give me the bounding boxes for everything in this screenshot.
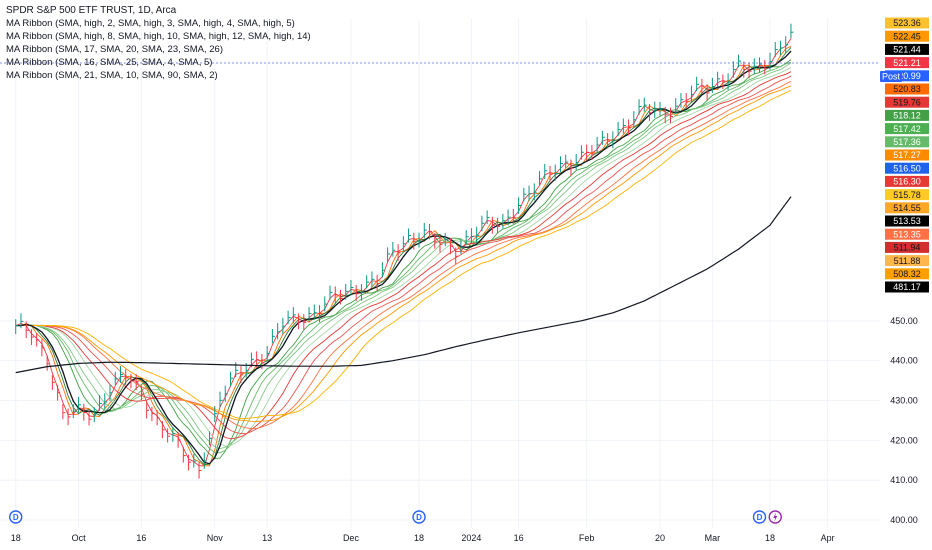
dividend-marker[interactable]: D — [9, 510, 23, 524]
svg-text:481.17: 481.17 — [893, 282, 921, 292]
ma-line-14 — [15, 50, 792, 465]
legend-ribbon-1[interactable]: MA Ribbon (SMA, high, 2, SMA, high, 3, S… — [6, 18, 295, 29]
price-badge: 513.53 — [885, 215, 929, 227]
ma-line-2 — [15, 45, 792, 467]
ma-line-10 — [15, 75, 792, 435]
price-badge: 521.21 — [885, 57, 929, 69]
svg-text:523.36: 523.36 — [893, 18, 921, 28]
price-badge: 520.99 — [885, 70, 929, 82]
svg-text:D: D — [416, 513, 422, 522]
x-tick-label: 18 — [11, 533, 21, 543]
price-badge: 522.45 — [885, 30, 929, 42]
ma-ribbon-lines — [15, 38, 792, 467]
svg-text:517.42: 517.42 — [893, 124, 921, 134]
legend-ribbon-3[interactable]: MA Ribbon (SMA, 17, SMA, 20, SMA, 23, SM… — [6, 44, 224, 55]
svg-text:517.36: 517.36 — [893, 137, 921, 147]
svg-text:513.53: 513.53 — [893, 216, 921, 226]
legend-ribbon-2[interactable]: MA Ribbon (SMA, high, 8, SMA, high, 10, … — [6, 31, 311, 42]
svg-text:518.12: 518.12 — [893, 111, 921, 121]
long-ma-path — [15, 196, 792, 374]
ma-line-11 — [15, 80, 792, 429]
x-axis[interactable]: 18 Oct 16 Nov 13 Dec 18 2024 16 Feb 20 Mar 18 Apr — [11, 533, 835, 543]
legend-title[interactable]: SPDR S&P 500 ETF TRUST, 1D, Arca — [6, 5, 177, 16]
price-badge: 517.42 — [885, 123, 929, 135]
grid-lines — [0, 18, 880, 528]
price-badge: 517.36 — [885, 136, 929, 148]
dividend-marker[interactable]: D — [752, 510, 767, 524]
price-badge: 518.12 — [885, 109, 929, 121]
svg-text:516.30: 516.30 — [893, 177, 921, 187]
long-ma-line — [0, 62, 880, 374]
y-tick-label: 430.00 — [890, 396, 918, 406]
price-badge: 511.94 — [885, 241, 929, 253]
ma-line-8 — [15, 67, 792, 447]
x-tick-label: Nov — [207, 533, 224, 543]
x-tick-label: Dec — [343, 533, 360, 543]
svg-text:515.78: 515.78 — [893, 190, 921, 200]
y-tick-label: 420.00 — [890, 435, 918, 445]
svg-text:520.83: 520.83 — [893, 84, 921, 94]
price-badge: 508.32 — [885, 268, 929, 280]
x-tick-label: 18 — [765, 533, 775, 543]
price-badge: 521.44 — [885, 43, 929, 55]
svg-text:519.76: 519.76 — [893, 97, 921, 107]
x-tick-label: Oct — [72, 533, 87, 543]
y-tick-label: 450.00 — [890, 316, 918, 326]
svg-text:522.45: 522.45 — [893, 31, 921, 41]
earnings-marker-icon[interactable] — [768, 510, 782, 524]
svg-text:508.32: 508.32 — [893, 269, 921, 279]
price-badge: 519.76 — [885, 96, 929, 108]
price-badge: 513.35 — [885, 228, 929, 240]
price-badge: 511.88 — [885, 255, 929, 267]
x-tick-label: 2024 — [461, 533, 481, 543]
x-tick-label: 18 — [414, 533, 424, 543]
legend-ribbon-4[interactable]: MA Ribbon (SMA, 16, SMA, 25, SMA, 4, SMA… — [6, 57, 213, 68]
x-tick-label: Mar — [705, 533, 721, 543]
ma-line-6 — [15, 61, 792, 454]
svg-text:511.88: 511.88 — [894, 256, 921, 266]
svg-text:511.94: 511.94 — [894, 243, 921, 253]
price-badge: 481.17 — [885, 281, 929, 293]
price-badge: 515.78 — [885, 189, 929, 201]
y-tick-label: 440.00 — [890, 356, 918, 366]
ma-line-12 — [15, 85, 792, 422]
chart-legend: SPDR S&P 500 ETF TRUST, 1D, Arca MA Ribb… — [6, 4, 311, 82]
price-badge: 516.30 — [885, 175, 929, 187]
price-badge: 517.27 — [885, 149, 929, 161]
svg-text:516.50: 516.50 — [893, 163, 921, 173]
y-axis[interactable]: 400.00 410.00 420.00 430.00 440.00 450.00 523.… — [880, 17, 929, 526]
svg-text:Post: Post — [882, 72, 901, 82]
legend-ribbon-5[interactable]: MA Ribbon (SMA, 21, SMA, 10, SMA, 90, SM… — [6, 70, 218, 81]
x-tick-label: Feb — [579, 533, 595, 543]
ma-line-9 — [15, 71, 792, 440]
svg-text:521.21: 521.21 — [893, 58, 921, 68]
ma-line-3 — [15, 47, 792, 466]
svg-text:520.99: 520.99 — [893, 71, 921, 81]
svg-text:517.27: 517.27 — [893, 150, 921, 160]
svg-text:D: D — [757, 513, 763, 522]
y-tick-label: 410.00 — [890, 475, 918, 485]
y-tick-label: 400.00 — [890, 515, 918, 525]
x-tick-label: 13 — [262, 533, 272, 543]
price-badge: 520.83 — [885, 83, 929, 95]
ma-line-7 — [15, 62, 792, 450]
svg-text:513.35: 513.35 — [893, 229, 921, 239]
ma-line-13 — [15, 89, 792, 420]
price-badge: 523.36 — [885, 17, 929, 29]
svg-text:D: D — [13, 513, 19, 522]
price-badge: 516.50 — [885, 162, 929, 174]
dividend-marker[interactable]: D — [412, 510, 426, 524]
svg-text:521.44: 521.44 — [893, 45, 921, 55]
x-tick-label: 20 — [655, 533, 665, 543]
price-badge: 514.55 — [885, 202, 929, 214]
svg-text:514.55: 514.55 — [893, 203, 921, 213]
post-badge: Post — [880, 71, 902, 82]
x-tick-label: Apr — [821, 533, 835, 543]
x-tick-label: 16 — [136, 533, 146, 543]
x-tick-label: 16 — [514, 533, 524, 543]
